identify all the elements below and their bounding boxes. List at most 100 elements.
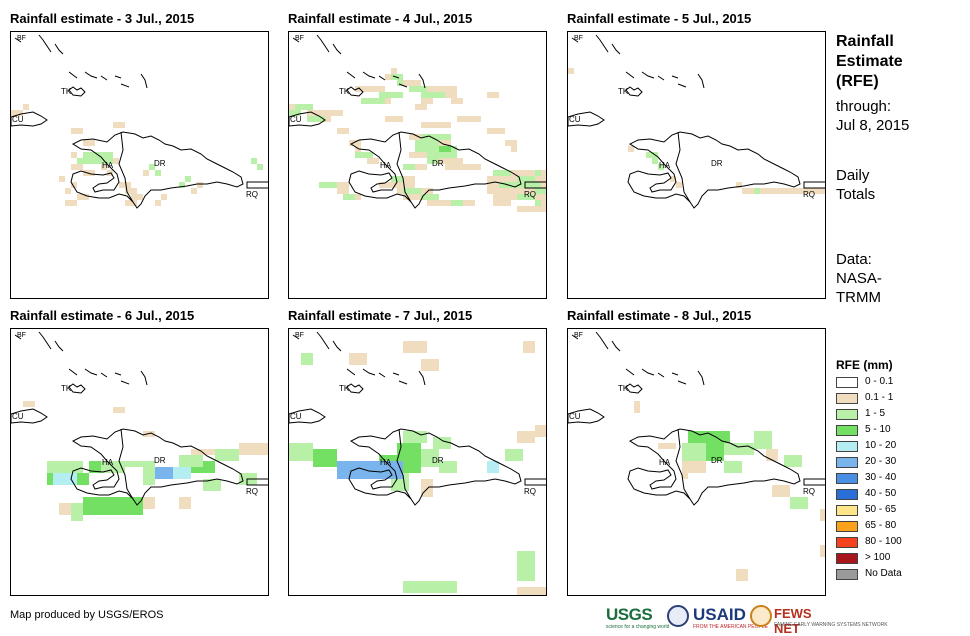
rainfall-cell: [790, 497, 796, 503]
puerto-rico-outline: [246, 181, 268, 189]
rainfall-cell: [427, 158, 433, 164]
rainfall-cell: [295, 110, 301, 116]
bahamas-island-outline: [362, 71, 376, 79]
legend-item: 1 - 5: [836, 407, 956, 423]
rainfall-cell: [796, 188, 802, 194]
bahamas-island-outline: [671, 75, 679, 79]
rainfall-cell: [215, 485, 221, 491]
legend-swatch: [836, 377, 858, 388]
bahamas-island-outline: [625, 368, 635, 376]
panel-title-jul6: Rainfall estimate - 6 Jul., 2015: [10, 308, 195, 323]
rainfall-cell: [760, 431, 766, 437]
rainfall-cell: [790, 503, 796, 509]
bahamas-island-outline: [68, 368, 78, 376]
rainfall-cell: [403, 164, 409, 170]
rainfall-cell: [421, 146, 427, 152]
usgs-logo: USGS: [606, 605, 653, 624]
rainfall-cell: [688, 455, 694, 461]
rainfall-cell: [325, 110, 331, 116]
rainfall-cell: [71, 515, 77, 521]
rainfall-cell: [427, 152, 433, 158]
rainfall-cell: [367, 158, 373, 164]
rainfall-cell: [337, 188, 343, 194]
rainfall-cell: [301, 449, 307, 455]
rainfall-cell: [760, 437, 766, 443]
rainfall-cell: [233, 449, 239, 455]
map-panel-jul5: BF CU TK HA DR RQ: [567, 31, 826, 299]
legend-swatch: [836, 441, 858, 452]
rainfall-cell: [529, 194, 535, 200]
rainfall-cell: [403, 455, 409, 461]
rainfall-cell: [415, 80, 421, 86]
rainfall-cell: [245, 473, 251, 479]
cuba-outline: [11, 111, 48, 127]
rainfall-cell: [403, 431, 409, 437]
rainfall-cell: [439, 86, 445, 92]
rainfall-cell: [445, 158, 451, 164]
rainfall-cell: [409, 80, 415, 86]
rainfall-cell: [209, 467, 215, 473]
legend-swatch: [836, 569, 858, 580]
rainfall-cell: [379, 473, 385, 479]
rainfall-cell: [47, 461, 53, 467]
rainfall-cell: [475, 164, 481, 170]
legend-swatch: [836, 553, 858, 564]
rainfall-cell: [131, 188, 137, 194]
rainfall-cell: [445, 467, 451, 473]
rainfall-cell: [523, 569, 529, 575]
rainfall-cell: [421, 491, 427, 497]
rainfall-cell: [89, 461, 95, 467]
rainfall-cell: [433, 92, 439, 98]
rainfall-cell: [313, 461, 319, 467]
rainfall-cell: [149, 461, 155, 467]
rainfall-cell: [83, 140, 89, 146]
rainfall-cell: [421, 92, 427, 98]
rainfall-cell: [301, 104, 307, 110]
rainfall-cell: [245, 479, 251, 485]
rainfall-cell: [83, 497, 89, 503]
rainfall-cell: [403, 188, 409, 194]
rainfall-cell: [355, 140, 361, 146]
rainfall-cell: [367, 467, 373, 473]
rainfall-cell: [517, 170, 523, 176]
rainfall-cell: [688, 437, 694, 443]
rainfall-cell: [523, 593, 529, 595]
rainfall-cell: [688, 431, 694, 437]
legend-label: 20 - 30: [865, 456, 897, 467]
rainfall-cell: [415, 341, 421, 347]
rainfall-cell: [778, 188, 784, 194]
rainfall-cell: [439, 461, 445, 467]
rainfall-cell: [325, 455, 331, 461]
bahamas-island-outline: [378, 372, 386, 378]
rainfall-cell: [385, 92, 391, 98]
rainfall-cell: [742, 449, 748, 455]
rainfall-cell: [517, 575, 523, 581]
rainfall-cell: [107, 509, 113, 515]
rainfall-cell: [676, 182, 682, 188]
rainfall-cell: [523, 176, 529, 182]
legend-item: 80 - 100: [836, 535, 956, 551]
rainfall-cell: [191, 467, 197, 473]
rainfall-cell: [541, 194, 546, 200]
rainfall-cell: [487, 467, 493, 473]
rainfall-cell: [53, 473, 59, 479]
map-label-ha: HA: [102, 161, 114, 170]
rainfall-cell: [215, 479, 221, 485]
rainfall-cell: [173, 473, 179, 479]
rainfall-cell: [682, 455, 688, 461]
rainfall-cell: [89, 158, 95, 164]
legend-item: 20 - 30: [836, 455, 956, 471]
rainfall-cell: [367, 473, 373, 479]
bahamas-island-outline: [641, 71, 655, 79]
rainfall-cell: [535, 188, 541, 194]
rainfall-cell: [397, 461, 403, 467]
rainfall-cell: [517, 563, 523, 569]
rainfall-cell: [427, 146, 433, 152]
haiti-dr-border: [118, 428, 134, 500]
rainfall-cell: [796, 455, 802, 461]
rainfall-cell: [143, 503, 149, 509]
rainfall-cell: [706, 437, 712, 443]
rainfall-cell: [203, 485, 209, 491]
rainfall-cell: [505, 449, 511, 455]
rainfall-cell: [355, 473, 361, 479]
